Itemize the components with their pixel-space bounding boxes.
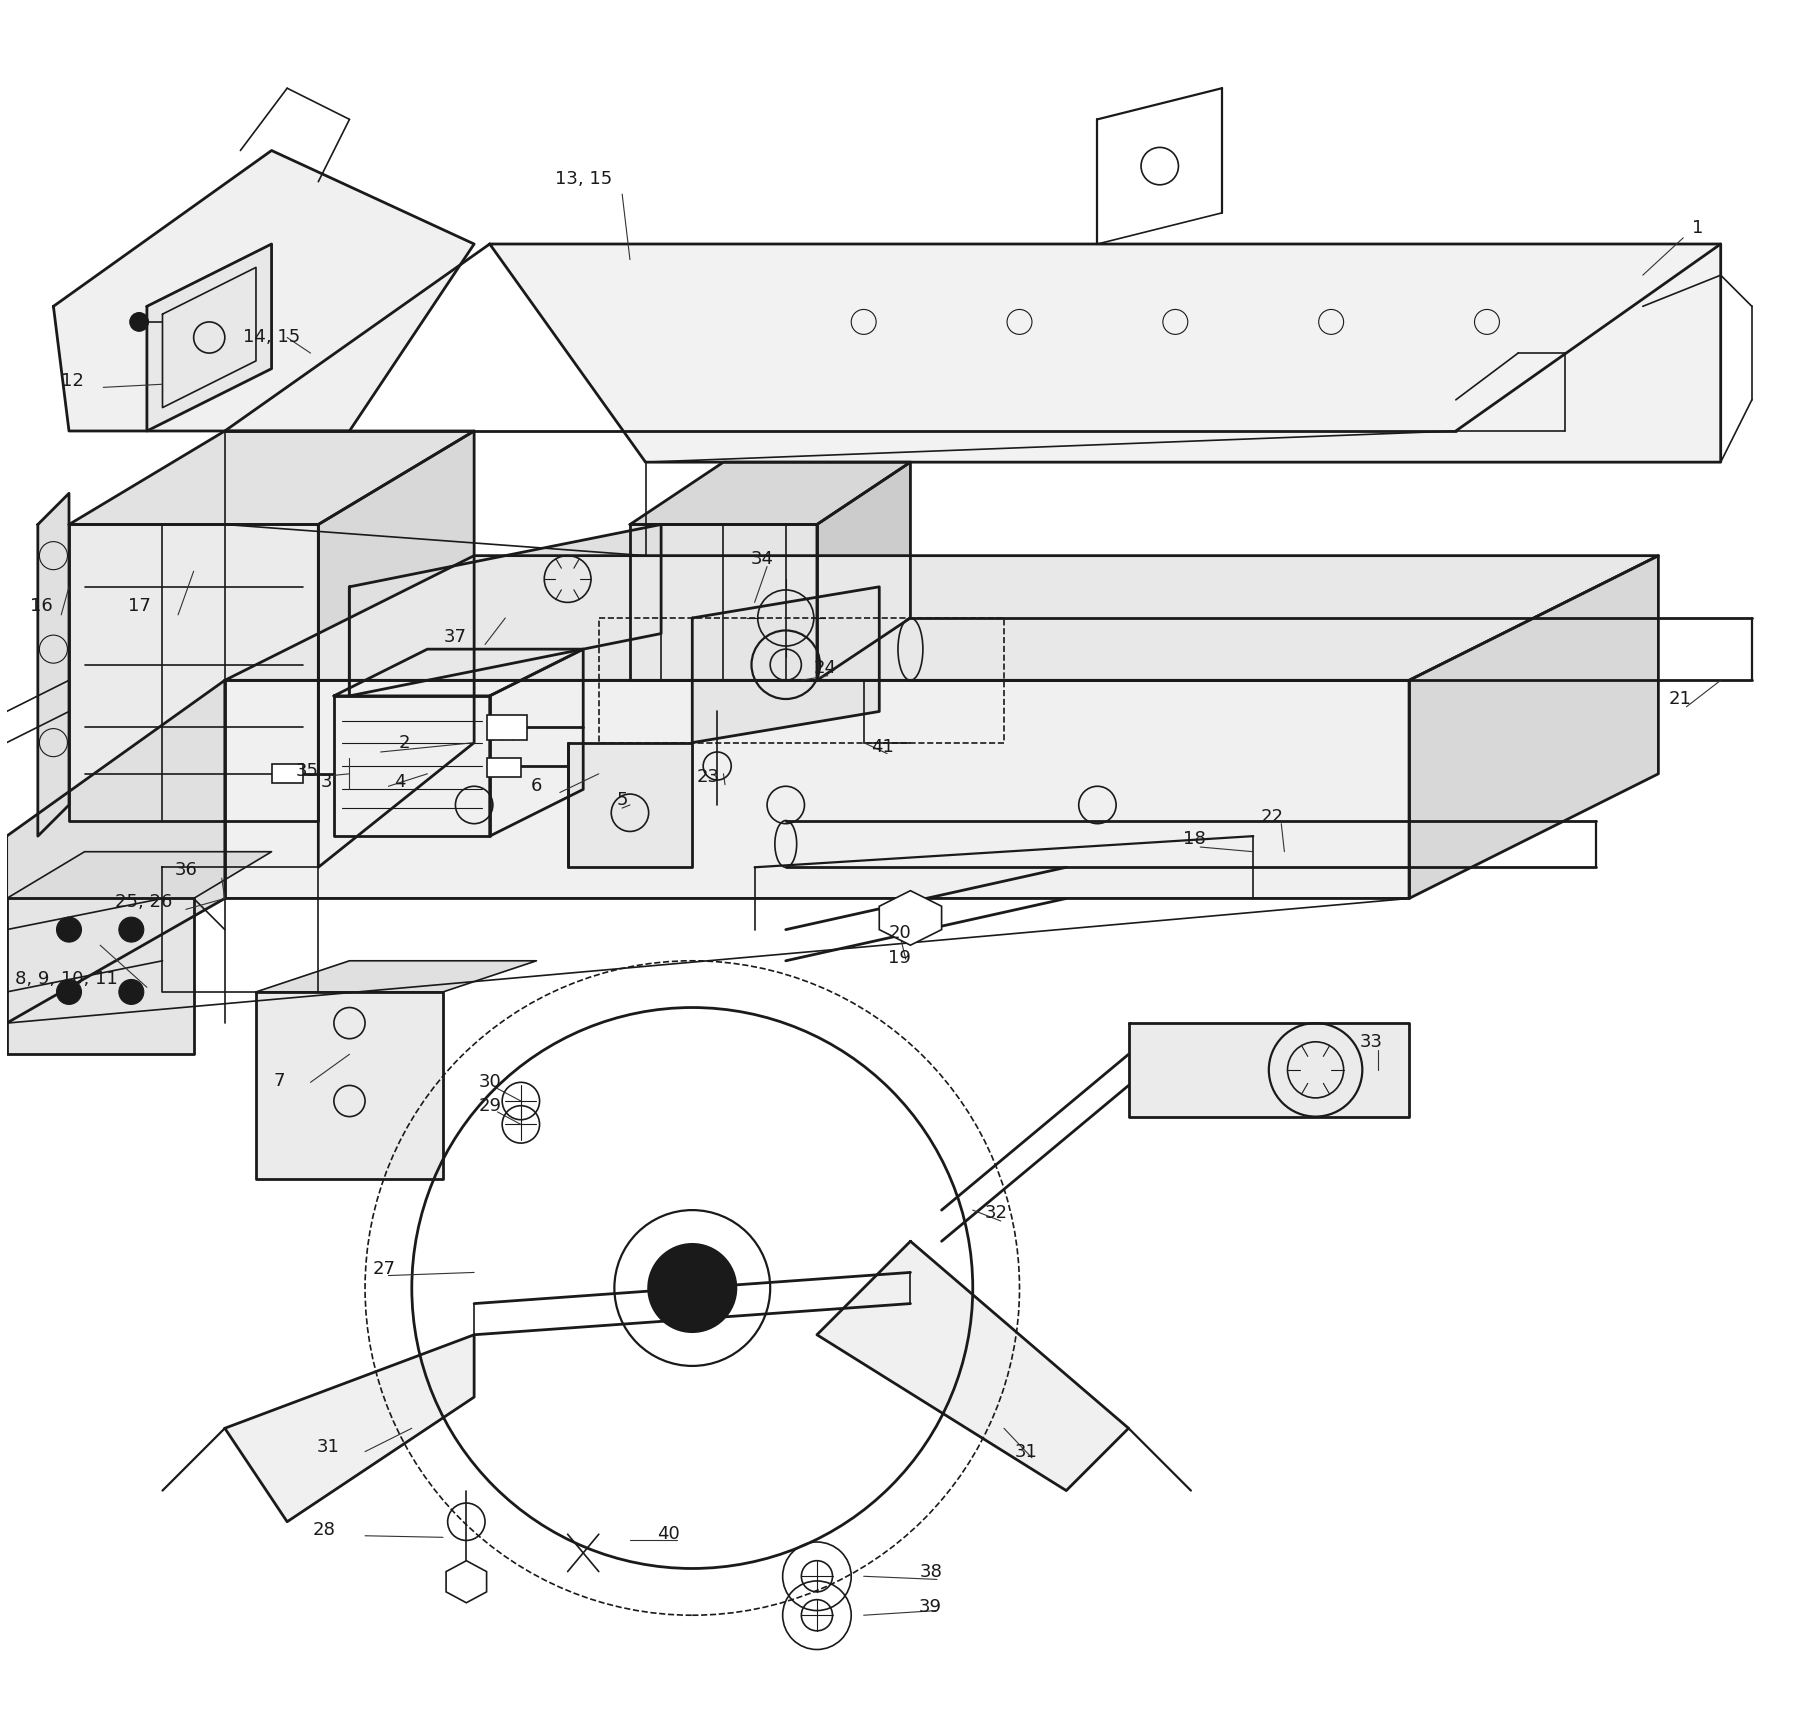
Polygon shape (148, 244, 272, 431)
Text: 17: 17 (128, 596, 151, 614)
Polygon shape (38, 493, 68, 835)
Polygon shape (693, 586, 878, 743)
Text: 30: 30 (479, 1073, 500, 1092)
Text: 33: 33 (1361, 1033, 1382, 1050)
Text: 41: 41 (871, 737, 895, 756)
Text: 21: 21 (1669, 689, 1692, 708)
Polygon shape (1129, 1023, 1409, 1117)
Text: 22: 22 (1260, 808, 1283, 827)
Text: 28: 28 (313, 1521, 337, 1539)
Text: 38: 38 (920, 1563, 941, 1580)
Text: 5: 5 (616, 791, 628, 810)
Text: 8, 9, 10, 11: 8, 9, 10, 11 (14, 971, 117, 988)
Polygon shape (817, 1241, 1129, 1490)
Text: 32: 32 (985, 1205, 1008, 1222)
Polygon shape (225, 1334, 473, 1521)
Circle shape (119, 918, 144, 942)
Text: 2: 2 (398, 734, 410, 751)
Text: 37: 37 (445, 627, 466, 646)
Text: 24: 24 (814, 658, 837, 677)
Text: 23: 23 (697, 768, 720, 786)
Bar (486, 758, 520, 777)
Text: 34: 34 (751, 550, 774, 567)
Text: 19: 19 (887, 949, 911, 966)
Text: 39: 39 (920, 1599, 941, 1616)
Bar (272, 765, 302, 784)
Polygon shape (567, 743, 693, 868)
Polygon shape (490, 244, 1721, 462)
Circle shape (648, 1245, 736, 1332)
Text: 13, 15: 13, 15 (554, 170, 612, 187)
Polygon shape (817, 462, 911, 681)
Circle shape (119, 980, 144, 1004)
Polygon shape (349, 524, 661, 696)
Polygon shape (319, 431, 473, 868)
Polygon shape (256, 961, 536, 992)
Circle shape (56, 918, 81, 942)
Text: 40: 40 (657, 1525, 680, 1544)
Polygon shape (256, 992, 443, 1179)
Text: 12: 12 (61, 371, 83, 390)
Polygon shape (333, 650, 583, 696)
Polygon shape (54, 151, 473, 431)
Polygon shape (490, 650, 583, 835)
Text: 7: 7 (274, 1071, 284, 1090)
Text: 3: 3 (320, 772, 331, 791)
Circle shape (56, 980, 81, 1004)
Text: 27: 27 (373, 1260, 396, 1279)
Polygon shape (7, 681, 225, 1023)
Text: 36: 36 (175, 861, 198, 880)
Text: 6: 6 (531, 777, 542, 796)
Polygon shape (225, 681, 1409, 899)
Text: 20: 20 (887, 923, 911, 942)
Text: 31: 31 (1015, 1442, 1037, 1461)
Polygon shape (446, 1561, 486, 1602)
Polygon shape (225, 555, 1658, 681)
Polygon shape (878, 890, 941, 945)
Polygon shape (7, 899, 194, 1054)
Polygon shape (630, 462, 911, 524)
Text: 1: 1 (1692, 220, 1703, 237)
Text: 25, 26: 25, 26 (115, 892, 173, 911)
Polygon shape (68, 524, 319, 820)
Text: 18: 18 (1183, 830, 1206, 847)
Circle shape (130, 313, 148, 332)
Polygon shape (68, 431, 473, 524)
Polygon shape (1409, 555, 1658, 899)
Polygon shape (333, 696, 490, 835)
Text: 29: 29 (479, 1097, 500, 1114)
Text: 16: 16 (29, 596, 52, 614)
Text: 35: 35 (295, 762, 319, 780)
Text: 4: 4 (394, 772, 405, 791)
Text: 31: 31 (317, 1439, 338, 1456)
Polygon shape (7, 851, 272, 899)
Text: 14, 15: 14, 15 (243, 328, 301, 347)
Bar (486, 715, 527, 739)
Polygon shape (630, 524, 817, 681)
